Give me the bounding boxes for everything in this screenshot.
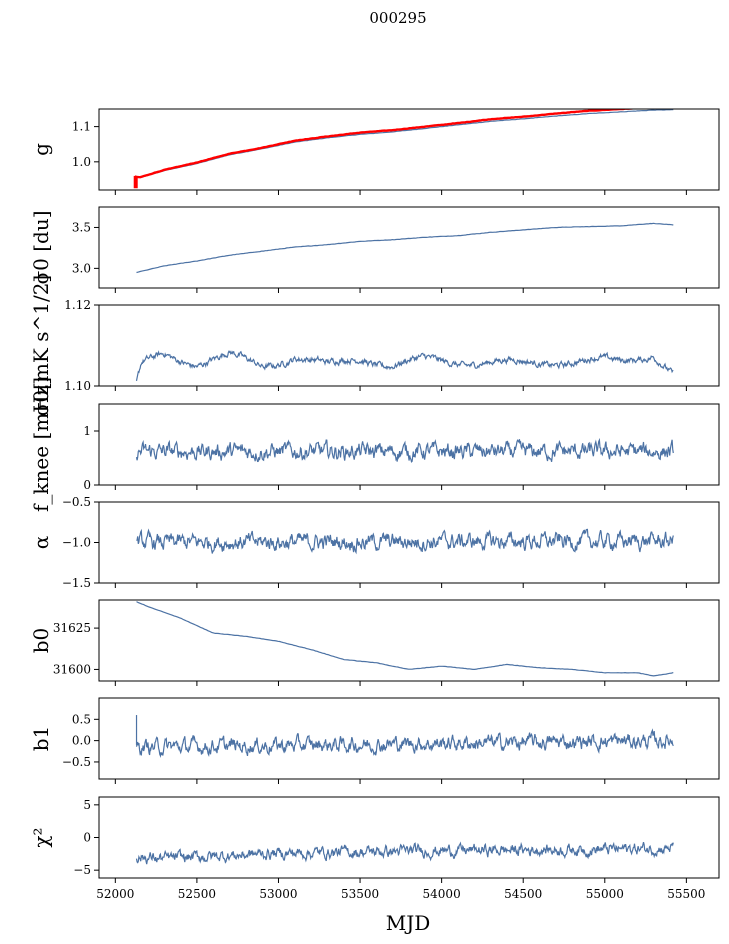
panel-3-frame	[98, 403, 720, 486]
panel-4-series-0	[136, 528, 674, 555]
panel-4-ylabel: α	[29, 536, 53, 550]
panel-2-ylabel: σ0[mK s^1/2]	[29, 275, 53, 416]
panel-5-series-0	[136, 601, 674, 677]
panel-4-ytick-label-1: −1.0	[62, 536, 91, 550]
panel-1-frame	[98, 206, 720, 289]
panel-6-data	[135, 715, 674, 759]
panel-5-ylabel: b0	[29, 628, 53, 654]
panel-6-ytick-label-2: 0.5	[72, 712, 91, 726]
panel-5-ytick-label-1: 31625	[53, 621, 91, 635]
panel-7-data	[135, 841, 674, 865]
panel-5-ytick-label-0: 31600	[53, 662, 91, 676]
panel-3-data	[135, 437, 674, 463]
xtick-label-3: 53500	[341, 887, 379, 901]
panel-3-ylabel: f_knee [mHz]	[29, 377, 53, 512]
panel-4: −1.5 −1.0 −0.5 α	[29, 495, 720, 590]
panel-1-series-0	[136, 222, 674, 274]
panel-2: 1.10 1.12 σ0[mK s^1/2]	[29, 275, 720, 416]
panel-3-series-0	[135, 437, 674, 463]
panel-2-series-0	[135, 349, 674, 382]
panel-1-ytick-label-1: 3.5	[72, 220, 91, 234]
xtick-label-1: 52500	[178, 887, 216, 901]
panel-0-series-0	[134, 109, 674, 179]
panel-1-data	[136, 222, 674, 274]
panel-6: −0.5 0.0 0.5 b1	[29, 697, 720, 784]
panel-0-data	[133, 109, 674, 189]
panel-3: 0 1 f_knee [mHz]	[29, 377, 720, 512]
xtick-label-7: 55500	[667, 887, 705, 901]
panel-7: −5 0 5 52000 52500 53000 53500 54000 54500 55000 5…	[29, 796, 720, 901]
panel-2-ytick-label-1: 1.12	[64, 298, 91, 312]
panel-6-ytick-label-1: 0.0	[72, 734, 91, 748]
panel-0-ytick-label-0: 1.0	[72, 155, 91, 169]
panel-4-ytick-label-0: −1.5	[62, 576, 91, 590]
panel-2-data	[135, 349, 674, 382]
panel-3-ytick-label-0: 0	[83, 478, 91, 492]
panel-1: 3.0 3.5 σ0 [du]	[29, 206, 720, 293]
xtick-label-6: 55000	[586, 887, 624, 901]
panel-6-frame	[98, 697, 720, 780]
panel-4-data	[136, 528, 674, 555]
panel-0-series-1	[134, 109, 674, 179]
panel-2-frame	[98, 304, 720, 387]
panel-6-ylabel: b1	[29, 726, 53, 752]
xtick-label-2: 53000	[259, 887, 297, 901]
xtick-label-4: 54000	[423, 887, 461, 901]
panel-5-frame	[98, 599, 720, 682]
panel-7-frame	[98, 796, 720, 879]
panel-6-ytick-label-0: −0.5	[62, 755, 91, 769]
panel-1-ylabel: σ0 [du]	[29, 210, 53, 284]
panel-7-ytick-label-0: −5	[73, 863, 91, 877]
panel-0: 1.0 1.1 g	[29, 108, 720, 195]
panel-7-ytick-label-1: 0	[83, 831, 91, 845]
x-axis-label: MJD	[386, 911, 431, 935]
panel-1-ytick-label-0: 3.0	[72, 261, 91, 275]
panel-6-series-0	[135, 728, 674, 759]
panel-4-ytick-label-2: −0.5	[62, 495, 91, 509]
panel-5-data	[136, 601, 674, 677]
panel-7-series-0	[135, 841, 674, 865]
panel-7-ytick-label-2: 5	[83, 798, 91, 812]
panels: 1.0 1.1 g 3.0 3.5 σ0 [du] 1.10 1.12 σ0[mK s^1/2]…	[29, 108, 720, 901]
figure-title: 000295	[369, 9, 426, 27]
panel-2-ytick-label-0: 1.10	[64, 379, 91, 393]
xtick-label-5: 54500	[504, 887, 542, 901]
panel-7-ylabel: χ²	[29, 827, 53, 847]
panel-3-ytick-label-1: 1	[83, 424, 91, 438]
panel-0-frame	[98, 108, 720, 191]
panel-0-ylabel: g	[29, 143, 53, 156]
xtick-label-0: 52000	[96, 887, 134, 901]
panel-0-ytick-label-1: 1.1	[72, 120, 91, 134]
